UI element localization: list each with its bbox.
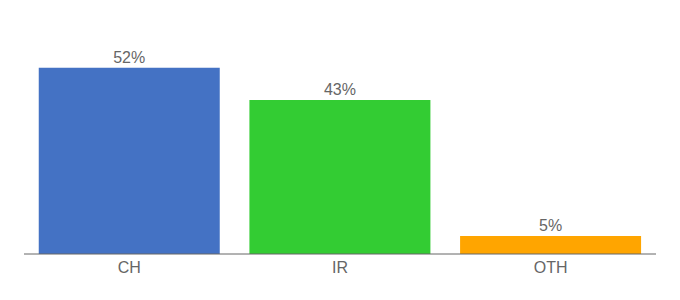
svg-text:OTH: OTH — [534, 259, 568, 276]
svg-text:IR: IR — [332, 259, 348, 276]
svg-text:CH: CH — [118, 259, 141, 276]
svg-text:5%: 5% — [539, 217, 562, 234]
svg-text:52%: 52% — [113, 49, 145, 66]
svg-text:43%: 43% — [324, 81, 356, 98]
